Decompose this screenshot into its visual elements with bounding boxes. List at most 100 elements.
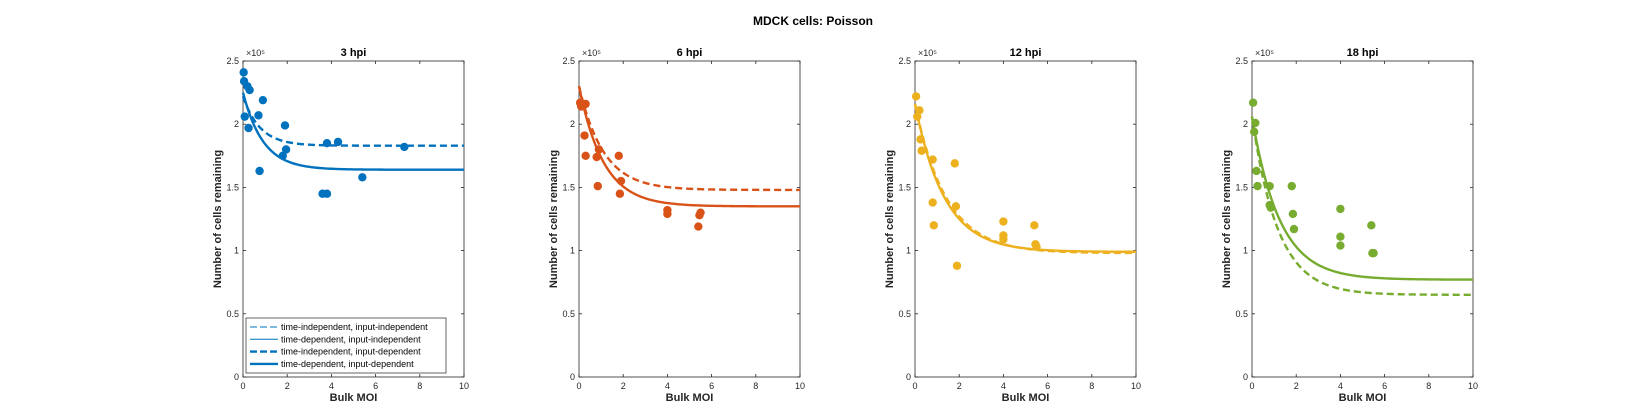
- data-point: [1253, 181, 1262, 191]
- data-point: [580, 131, 589, 140]
- data-point: [1288, 209, 1298, 219]
- data-point: [1032, 242, 1041, 252]
- x-tick-label: 4: [1338, 381, 1343, 391]
- panel-title: 12 hpi: [1010, 47, 1042, 59]
- data-point: [400, 142, 409, 152]
- data-point: [950, 159, 959, 168]
- data-point: [928, 198, 937, 207]
- y-tick-label: 1: [1243, 246, 1248, 256]
- data-point: [333, 137, 343, 147]
- data-point: [255, 166, 264, 176]
- x-tick-label: 10: [1131, 381, 1141, 391]
- data-point: [258, 95, 268, 105]
- y-tick-label: 2.5: [1235, 56, 1248, 66]
- x-tick-label: 0: [1249, 381, 1254, 391]
- data-point: [281, 145, 291, 154]
- x-tick-label: 0: [240, 381, 245, 391]
- fit-curve-time-dependent-input-dependent: [913, 103, 1136, 253]
- data-point: [916, 135, 925, 144]
- data-point: [1030, 221, 1039, 230]
- y-tick-label: 1.5: [562, 182, 575, 192]
- x-axis-label: Bulk MOI: [1002, 392, 1050, 404]
- panel-title: 18 hpi: [1347, 47, 1379, 59]
- data-point: [929, 221, 938, 230]
- y-tick-label: 1: [234, 246, 239, 256]
- y-exponent-label: ×10⁵: [582, 48, 601, 58]
- data-point: [581, 99, 590, 109]
- data-point: [696, 208, 705, 217]
- data-point: [913, 112, 922, 121]
- y-tick-label: 2.5: [898, 56, 911, 66]
- data-point: [1367, 221, 1376, 230]
- y-tick-label: 0: [234, 372, 239, 382]
- y-tick-label: 0.5: [898, 309, 911, 319]
- x-tick-label: 4: [1001, 381, 1006, 391]
- fit-curve-time-independent-input-independent: [1251, 116, 1473, 296]
- y-tick-label: 0.5: [562, 309, 575, 319]
- data-point: [694, 222, 703, 231]
- data-point: [592, 152, 601, 162]
- panel-4: 18 hpi ×10⁵ 0 2 4 6 8 10 0 0.5 1 1.5 2 2.5 Bulk MOI Num…: [1221, 47, 1478, 404]
- data-point: [1251, 118, 1260, 128]
- fit-curve-time-dependent-input-dependent: [1250, 116, 1474, 281]
- data-point: [244, 123, 253, 133]
- data-point: [999, 235, 1008, 244]
- data-point: [280, 121, 290, 130]
- data-point: [240, 112, 249, 121]
- y-axis-label: Number of cells remaining: [212, 150, 224, 288]
- data-point: [322, 138, 332, 148]
- x-tick-label: 8: [1089, 381, 1094, 391]
- axes-box: [1251, 60, 1474, 378]
- x-tick-label: 10: [459, 381, 469, 391]
- data-point: [1289, 224, 1299, 234]
- data-point: [254, 111, 263, 120]
- panel-2: 6 hpi ×10⁵ 0 2 4 6 8 10 0 0.5 1 1.5 2 2.5 Bulk MOI Numb…: [548, 47, 805, 404]
- x-axis-label: Bulk MOI: [330, 392, 378, 404]
- data-point: [245, 85, 254, 95]
- data-point: [1369, 248, 1378, 258]
- data-point: [322, 189, 332, 198]
- data-point: [911, 92, 921, 101]
- legend-entry: time-independent, input-dependent: [281, 347, 421, 357]
- y-tick-label: 0.5: [226, 309, 239, 319]
- x-tick-label: 8: [753, 381, 758, 391]
- fit-curve-time-independent-input-dependent: [1250, 116, 1473, 296]
- y-tick-label: 1.5: [898, 182, 911, 192]
- y-tick-label: 2: [1243, 119, 1248, 129]
- panel-title: 6 hpi: [677, 47, 703, 59]
- data-point: [616, 176, 626, 186]
- y-tick-label: 1: [906, 246, 911, 256]
- data-point: [358, 173, 367, 182]
- data-point: [594, 145, 604, 154]
- y-tick-label: 2: [570, 119, 575, 129]
- y-tick-label: 0: [1243, 372, 1248, 382]
- x-tick-label: 8: [1426, 381, 1431, 391]
- panel-title: 3 hpi: [341, 47, 367, 59]
- x-tick-label: 2: [957, 381, 962, 391]
- data-point: [1336, 204, 1345, 214]
- panel-3: 12 hpi ×10⁵ 0 2 4 6 8 10 0 0.5 1 1.5 2 2.5 Bulk MOI Num…: [884, 47, 1141, 404]
- data-point: [615, 189, 625, 198]
- data-point: [928, 155, 937, 164]
- data-point: [1287, 181, 1296, 191]
- data-point: [917, 146, 926, 155]
- y-tick-label: 1.5: [226, 182, 239, 192]
- x-axis-label: Bulk MOI: [666, 392, 714, 404]
- data-point: [952, 261, 962, 270]
- x-tick-label: 6: [709, 381, 714, 391]
- x-axis-label: Bulk MOI: [1339, 392, 1387, 404]
- fit-curve-time-dependent-input-independent: [242, 92, 464, 171]
- x-tick-label: 10: [795, 381, 805, 391]
- x-tick-label: 10: [1468, 381, 1478, 391]
- y-tick-label: 2.5: [562, 56, 575, 66]
- y-tick-label: 0: [906, 372, 911, 382]
- x-tick-label: 8: [417, 381, 422, 391]
- y-tick-label: 2.5: [226, 56, 239, 66]
- fit-curve-time-independent-input-dependent: [913, 103, 1137, 255]
- data-point: [593, 181, 602, 191]
- data-point: [1266, 203, 1275, 212]
- legend: time-independent, input-independent time-…: [245, 317, 447, 374]
- data-point: [1250, 127, 1259, 136]
- data-point: [951, 202, 961, 211]
